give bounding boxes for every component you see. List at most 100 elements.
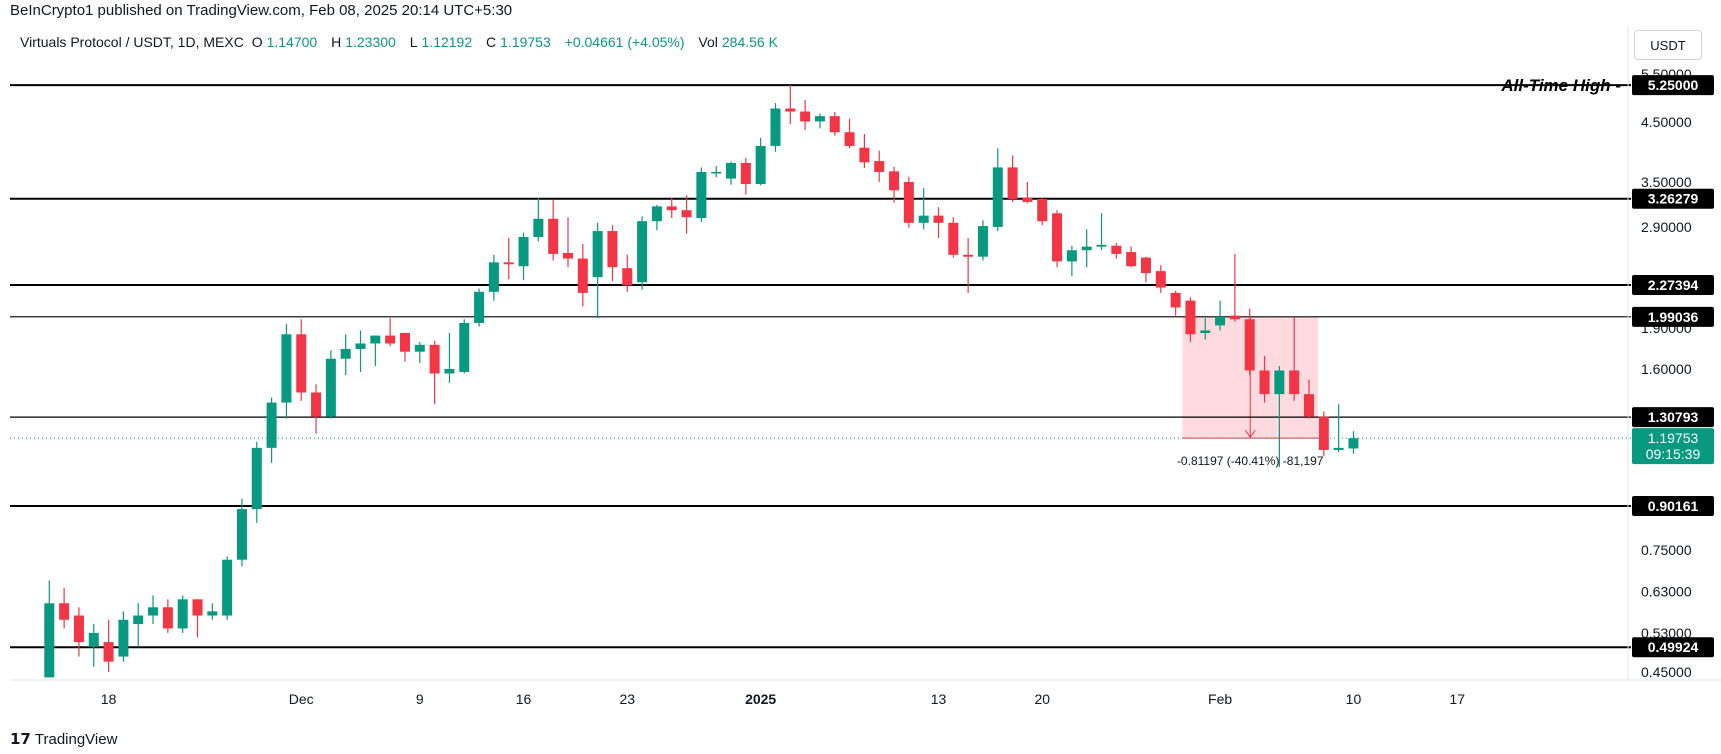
level-tag (1632, 306, 1714, 327)
candle (177, 595, 188, 633)
candle (1304, 379, 1314, 419)
candle (1170, 290, 1181, 316)
level-tag (1632, 407, 1714, 428)
candle-body (222, 559, 233, 616)
candle (281, 324, 292, 419)
candle-body (666, 206, 677, 211)
candle (73, 607, 84, 657)
y-tick-label: 3.50000 (1641, 174, 1692, 190)
candle-body (44, 603, 55, 678)
candle-body (444, 368, 455, 374)
candle (459, 319, 470, 374)
candle-body (755, 145, 766, 185)
measure-arrow-head (1244, 429, 1256, 439)
candle-body (1229, 315, 1240, 320)
candle (370, 335, 381, 366)
candle-body (1333, 447, 1344, 450)
candle (948, 217, 959, 258)
x-tick-label: 13 (931, 691, 947, 707)
candle-body (548, 218, 559, 254)
candle-body (1185, 300, 1196, 335)
candle-body (488, 262, 499, 292)
candle-body (88, 632, 99, 647)
x-tick-label: 20 (1034, 691, 1050, 707)
level-tag (1632, 274, 1714, 295)
candle-body (281, 334, 292, 403)
candle-body (592, 231, 603, 278)
candle (385, 318, 396, 347)
candle (222, 556, 233, 620)
candle-body (1304, 394, 1314, 417)
candle (607, 225, 618, 282)
candle (1318, 411, 1329, 457)
candle-body (370, 335, 381, 344)
candle-body (103, 642, 114, 662)
candle-body (1081, 246, 1092, 251)
candle-body (296, 334, 307, 393)
candle (355, 330, 366, 372)
candle-body (207, 611, 218, 616)
candle-body (844, 132, 855, 146)
candle (518, 232, 529, 281)
tradingview-logo-icon: 𝟭𝟳 (10, 731, 31, 748)
candle (1155, 265, 1166, 293)
candle-body (474, 291, 485, 323)
candle-body (1318, 416, 1329, 450)
candle-body (785, 108, 796, 112)
candle-body (1096, 244, 1107, 247)
candle-body (1066, 250, 1077, 262)
candle (148, 595, 159, 625)
candle-body (726, 162, 737, 179)
candle (933, 207, 944, 238)
candle-body (73, 615, 84, 643)
currency-button[interactable]: USDT (1634, 30, 1702, 60)
candle-body (711, 171, 722, 174)
y-tick-label: 0.53000 (1641, 625, 1692, 641)
candle-body (740, 162, 751, 185)
x-tick-label: 23 (619, 691, 635, 707)
level-tag (1632, 637, 1714, 658)
candle (162, 599, 173, 633)
candle (785, 85, 796, 125)
candle (1022, 181, 1033, 204)
tradingview-logo[interactable]: 𝟭𝟳 TradingView (10, 730, 117, 749)
label-layer: -0.81197 (-40.41%) -81,197 5.25000 All-Tim… (1177, 75, 1714, 658)
y-tick-label: 4.50000 (1641, 114, 1692, 130)
candle (1244, 308, 1255, 376)
x-tick-label: 17 (1449, 691, 1465, 707)
candle-body (1170, 292, 1181, 308)
symbol-name[interactable]: Virtuals Protocol / USDT, 1D, MEXC (20, 34, 244, 50)
x-tick-label: 2025 (745, 691, 776, 707)
candle (770, 103, 781, 152)
candle (1333, 404, 1344, 453)
candle-body (889, 171, 900, 191)
candle-body (992, 167, 1003, 227)
y-tick-label: 0.75000 (1641, 542, 1692, 558)
candle (236, 498, 247, 567)
candle-body (681, 210, 692, 218)
candle (488, 254, 499, 301)
candle (1348, 431, 1359, 454)
candle-body (1215, 316, 1226, 326)
candle (251, 441, 262, 523)
candle-body (829, 116, 840, 133)
candle (533, 197, 544, 242)
candle-body (325, 358, 336, 417)
candle-body (1155, 271, 1166, 288)
y-tick-label: 0.63000 (1641, 584, 1692, 600)
x-tick-label: Feb (1208, 691, 1232, 707)
candle-body (1274, 370, 1285, 395)
candle-body (266, 402, 277, 448)
candle-body (1007, 167, 1018, 199)
candle-body (963, 254, 974, 257)
candle (992, 148, 1003, 232)
candle-body (977, 226, 988, 257)
current-price-tag (1632, 428, 1714, 465)
candle-body (607, 231, 618, 268)
x-tick-label: 10 (1346, 691, 1362, 707)
y-tick-label: 2.90000 (1641, 219, 1692, 235)
candle-body (563, 252, 573, 259)
candle-body (251, 447, 262, 510)
candle-body (59, 603, 70, 620)
